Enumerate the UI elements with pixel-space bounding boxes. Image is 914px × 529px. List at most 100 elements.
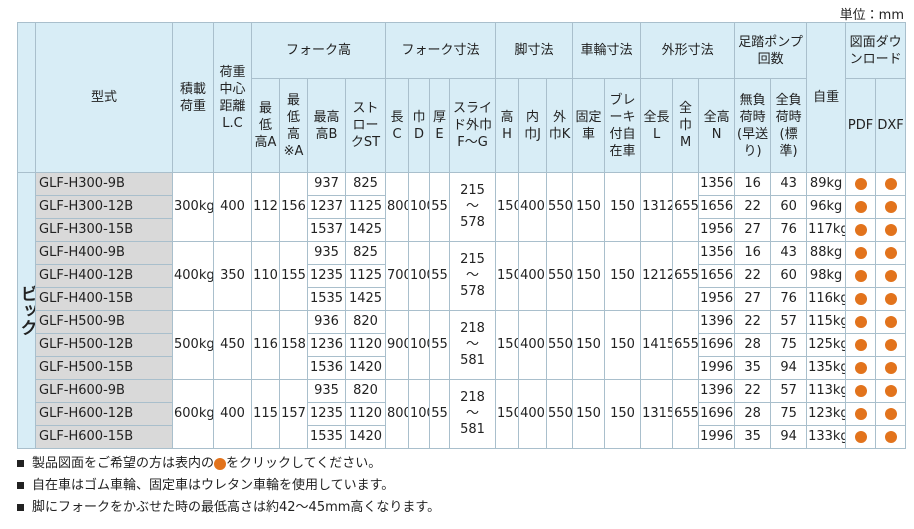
header-row: 最低高A 最低高※A 最高高B ストロークST 長C 巾D 厚E スライド外巾F〜G 高H 内巾J… xyxy=(18,78,907,173)
cell: 1120 xyxy=(344,333,387,357)
cell: 98kg xyxy=(806,264,847,288)
dxf-download[interactable] xyxy=(884,246,897,259)
cell: 158 xyxy=(279,310,308,380)
pdf-download[interactable] xyxy=(854,246,867,259)
dxf-download[interactable] xyxy=(884,223,897,236)
cell: 27 xyxy=(734,218,772,242)
dxf-download[interactable] xyxy=(884,315,897,328)
cell: 400 xyxy=(518,241,548,311)
pdf-download[interactable] xyxy=(854,223,867,236)
cell: 150 xyxy=(495,172,520,242)
slide-line: 581 xyxy=(460,353,485,368)
data-row: GLF-H500-15B 1536 1420 1996 35 94 135kg xyxy=(18,356,907,380)
pdf-download[interactable] xyxy=(854,269,867,282)
cell: 150 xyxy=(495,379,520,449)
download-cell xyxy=(875,172,907,196)
cell: 22 xyxy=(734,195,772,219)
cell: 75 xyxy=(770,333,808,357)
dxf-download[interactable] xyxy=(884,361,897,374)
cell: 1956 xyxy=(698,218,736,242)
cell: 1125 xyxy=(344,264,387,288)
bullet xyxy=(17,482,24,489)
download-cell xyxy=(875,310,907,334)
sub-header: 固定車 xyxy=(572,78,606,173)
dxf-download[interactable] xyxy=(884,338,897,351)
sub-header: 最高高B xyxy=(307,78,346,173)
cell: 1696 xyxy=(698,333,736,357)
sub-header: ストロークST xyxy=(344,78,387,173)
cell: 150 xyxy=(604,310,642,380)
dxf-download[interactable] xyxy=(884,407,897,420)
note-text: 脚にフォークをかぶせた時の最低高さは約42〜45mm高くなります。 xyxy=(32,500,441,515)
dxf-download[interactable] xyxy=(884,430,897,443)
cell: 94 xyxy=(770,356,808,380)
pdf-download[interactable] xyxy=(854,384,867,397)
cell: 113kg xyxy=(806,379,847,403)
download-cell xyxy=(845,425,877,449)
group-header: 荷重中心距離L.C xyxy=(213,22,252,173)
slide-line: 578 xyxy=(460,215,485,230)
slide-cell: 218 〜 581 xyxy=(449,379,497,449)
cell: 116kg xyxy=(806,287,847,311)
download-cell xyxy=(845,287,877,311)
cell: 1312 xyxy=(640,172,674,242)
download-cell xyxy=(845,241,877,265)
dxf-download[interactable] xyxy=(884,292,897,305)
dxf-download[interactable] xyxy=(884,200,897,213)
group-header: 型式 xyxy=(35,22,173,173)
dxf-download[interactable] xyxy=(884,269,897,282)
download-cell xyxy=(875,356,907,380)
cell: 150 xyxy=(604,379,642,449)
pdf-download[interactable] xyxy=(854,200,867,213)
cell: 500kg xyxy=(172,310,214,380)
pdf-download[interactable] xyxy=(854,177,867,190)
cell: 150 xyxy=(572,310,606,380)
cell: 1535 xyxy=(307,287,346,311)
model-cell: GLF-H600-12B xyxy=(35,402,173,426)
cell: 1235 xyxy=(307,402,346,426)
slide-line: 215 xyxy=(460,252,485,267)
cell: 1356 xyxy=(698,241,736,265)
cell: 76 xyxy=(770,218,808,242)
model-cell: GLF-H300-12B xyxy=(35,195,173,219)
pdf-download[interactable] xyxy=(854,315,867,328)
pdf-download[interactable] xyxy=(854,338,867,351)
note-text: 自在車はゴム車輪、固定車はウレタン車輪を使用しています。 xyxy=(32,478,395,493)
group-header: 脚寸法 xyxy=(495,22,574,79)
model-cell: GLF-H500-12B xyxy=(35,333,173,357)
cell: 1996 xyxy=(698,356,736,380)
notes: 製品図面をご希望の方は表内の をクリックしてください。 自在車はゴム車輪、固定車はウ… xyxy=(17,453,440,519)
cell: 123kg xyxy=(806,402,847,426)
model-cell: GLF-H300-9B xyxy=(35,172,173,196)
pdf-download[interactable] xyxy=(854,361,867,374)
pdf-download[interactable] xyxy=(854,292,867,305)
cell: 1425 xyxy=(344,218,387,242)
download-cell xyxy=(875,264,907,288)
sub-header: 無負荷時(早送り) xyxy=(734,78,772,173)
cell: 55 xyxy=(429,241,451,311)
cell: 450 xyxy=(213,310,252,380)
cell: 1237 xyxy=(307,195,346,219)
sub-header: 全長L xyxy=(640,78,674,173)
data-row: GLF-H600-12B 1235 1120 1696 28 75 123kg xyxy=(18,402,907,426)
cell: 1996 xyxy=(698,425,736,449)
group-header: 車輪寸法 xyxy=(572,22,642,79)
dxf-download[interactable] xyxy=(884,177,897,190)
sub-header: 長C xyxy=(385,78,410,173)
cell: 655 xyxy=(672,310,700,380)
model-cell: GLF-H400-15B xyxy=(35,287,173,311)
cell: 1125 xyxy=(344,195,387,219)
cell: 550 xyxy=(546,310,574,380)
cell: 1537 xyxy=(307,218,346,242)
cell: 110 xyxy=(251,241,280,311)
pdf-download[interactable] xyxy=(854,430,867,443)
cell: 115kg xyxy=(806,310,847,334)
download-cell xyxy=(845,264,877,288)
cell: 22 xyxy=(734,310,772,334)
sub-header: PDF xyxy=(845,78,877,173)
dxf-download[interactable] xyxy=(884,384,897,397)
pdf-download[interactable] xyxy=(854,407,867,420)
cell: 43 xyxy=(770,241,808,265)
cell: 100 xyxy=(408,310,431,380)
slide-line: 581 xyxy=(460,422,485,437)
